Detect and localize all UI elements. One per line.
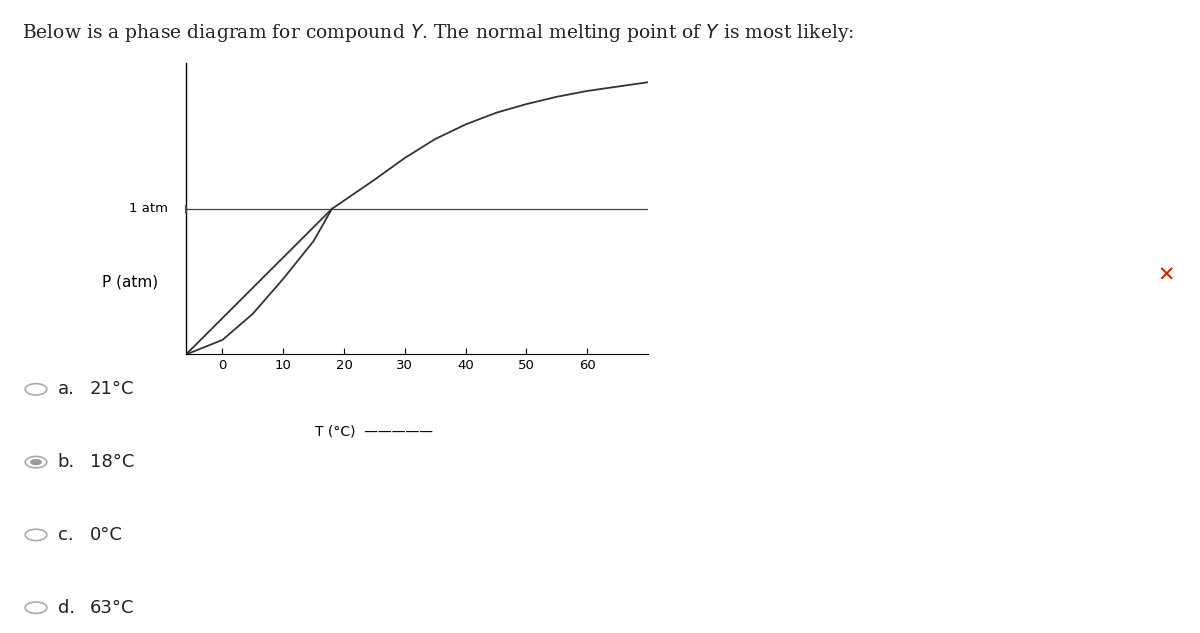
Text: ✕: ✕: [1158, 265, 1175, 285]
Text: T (°C)  —————: T (°C) —————: [316, 424, 433, 438]
Text: Below is a phase diagram for compound $\mathit{Y}$. The normal melting point of : Below is a phase diagram for compound $\…: [22, 22, 854, 44]
Text: 1 atm: 1 atm: [128, 203, 168, 215]
Text: 18°C: 18°C: [90, 453, 134, 471]
Text: 63°C: 63°C: [90, 599, 134, 617]
Text: 21°C: 21°C: [90, 380, 134, 398]
Text: 0°C: 0°C: [90, 526, 122, 544]
Text: a.: a.: [58, 380, 74, 398]
Text: P (atm): P (atm): [102, 274, 158, 289]
Text: b.: b.: [58, 453, 74, 471]
Text: c.: c.: [58, 526, 73, 544]
Text: d.: d.: [58, 599, 74, 617]
